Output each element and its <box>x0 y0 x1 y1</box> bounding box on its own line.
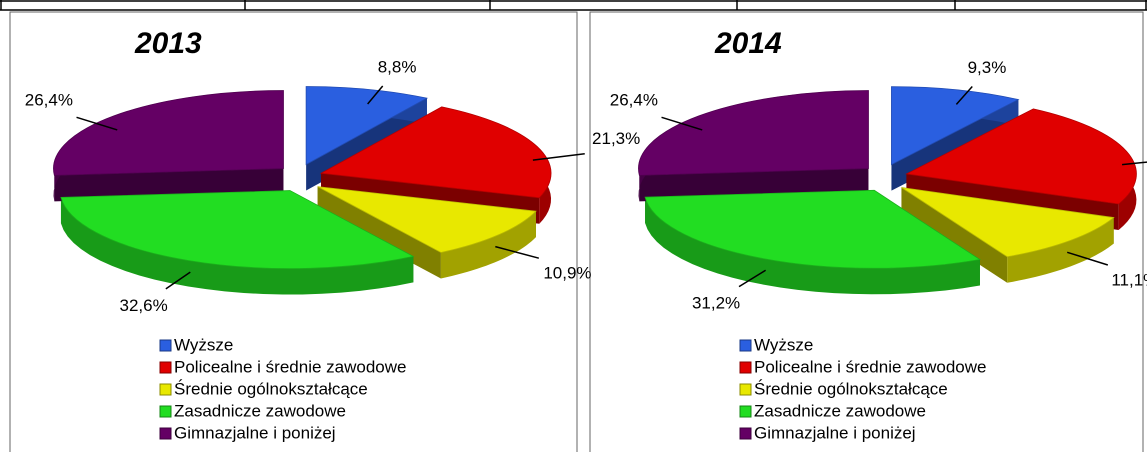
chart-title: 2013 <box>134 27 202 60</box>
slice <box>317 186 537 253</box>
slice <box>319 106 552 199</box>
legend-swatch <box>159 383 172 396</box>
leader-line <box>1067 251 1109 266</box>
legend-swatch <box>159 339 172 352</box>
pie <box>53 86 552 295</box>
legend-swatch <box>159 427 172 440</box>
legend-label: Wyższe <box>754 335 813 354</box>
legend-swatch <box>739 383 752 396</box>
data-label: 8,8% <box>378 57 417 76</box>
chart-title: 2014 <box>714 27 782 60</box>
leader-line <box>532 152 585 161</box>
slice-side <box>60 197 414 295</box>
data-label: 32,6% <box>119 296 167 315</box>
slice <box>60 190 415 269</box>
legend-label: Gimnazjalne i poniżej <box>754 423 916 442</box>
leader-line <box>955 85 973 105</box>
table-strip <box>0 0 1147 11</box>
legend-label: Policealne i średnie zawodowe <box>174 357 406 376</box>
data-label: 26,4% <box>610 91 658 110</box>
data-label: 10,9% <box>543 263 591 282</box>
legend-swatch <box>739 405 752 418</box>
slice-side <box>645 197 980 295</box>
legend-swatch <box>739 361 752 374</box>
legend-label: Średnie ogólnokształcące <box>754 379 948 398</box>
legend-label: Zasadnicze zawodowe <box>754 401 926 420</box>
leader-line <box>165 271 191 290</box>
data-label: 11,1% <box>1111 271 1147 290</box>
data-label: 9,3% <box>968 58 1007 77</box>
slice <box>905 108 1137 205</box>
legend-swatch <box>159 361 172 374</box>
legend-swatch <box>739 339 752 352</box>
legend-label: Policealne i średnie zawodowe <box>754 357 986 376</box>
pie <box>638 86 1137 295</box>
legend-label: Zasadnicze zawodowe <box>174 401 346 420</box>
leader-line <box>661 116 703 131</box>
slice-cut <box>901 187 1008 283</box>
slice <box>53 90 284 176</box>
slice <box>901 187 1115 258</box>
data-label: 21,3% <box>592 129 640 148</box>
leader-line <box>367 85 384 105</box>
slice <box>891 86 1020 166</box>
legend-label: Średnie ogólnokształcące <box>174 379 368 398</box>
leader-line <box>76 116 118 131</box>
slice <box>644 189 981 269</box>
legend-label: Gimnazjalne i poniżej <box>174 423 336 442</box>
data-label: 26,4% <box>25 91 73 110</box>
slice <box>305 86 429 166</box>
slice-side <box>440 211 536 279</box>
legend-swatch <box>159 405 172 418</box>
legend-swatch <box>739 427 752 440</box>
leader-line <box>495 245 540 259</box>
leader-line <box>1121 161 1147 166</box>
slice <box>638 90 869 176</box>
data-label: 31,2% <box>692 294 740 313</box>
leader-line <box>738 269 767 288</box>
legend-label: Wyższe <box>174 335 233 354</box>
